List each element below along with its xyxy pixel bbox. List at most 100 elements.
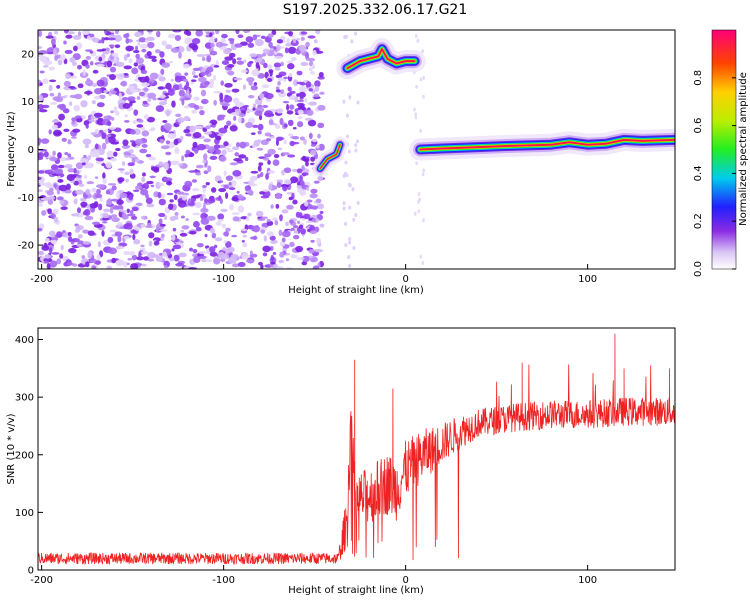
noise-speck	[283, 167, 292, 174]
noise-speck	[66, 173, 75, 182]
noise-speck	[292, 199, 298, 205]
noise-speck	[226, 120, 232, 126]
noise-speck	[102, 208, 111, 213]
noise-speck	[415, 84, 418, 89]
noise-speck	[63, 30, 69, 34]
noise-speck	[279, 214, 283, 222]
noise-speck	[270, 261, 276, 265]
noise-speck	[158, 182, 165, 187]
noise-speck	[67, 31, 75, 35]
noise-speck	[115, 259, 125, 267]
noise-speck	[309, 150, 317, 156]
noise-speck	[255, 62, 260, 69]
noise-speck	[82, 138, 92, 145]
noise-speck	[260, 195, 270, 199]
noise-speck	[306, 199, 313, 203]
noise-speck	[180, 135, 184, 140]
noise-speck	[130, 263, 139, 269]
noise-speck	[56, 85, 61, 89]
noise-speck	[80, 100, 88, 108]
noise-speck	[123, 65, 133, 70]
noise-speck	[210, 187, 217, 193]
noise-speck	[165, 110, 171, 117]
noise-speck	[85, 55, 92, 60]
noise-speck	[184, 37, 194, 45]
noise-speck	[263, 62, 268, 69]
noise-speck	[257, 165, 262, 172]
noise-speck	[310, 188, 318, 194]
noise-speck	[159, 94, 166, 99]
noise-speck	[277, 77, 284, 82]
noise-speck	[141, 130, 150, 137]
noise-speck	[89, 61, 94, 66]
noise-speck	[161, 40, 168, 46]
noise-speck	[252, 235, 258, 241]
noise-speck	[167, 133, 177, 139]
noise-speck	[225, 175, 234, 181]
noise-speck	[287, 86, 292, 92]
noise-speck	[215, 60, 219, 67]
track-lower-left-blob	[319, 144, 341, 169]
noise-speck	[147, 92, 157, 99]
noise-speck	[169, 199, 174, 203]
noise-speck	[54, 168, 64, 175]
noise-speck	[165, 140, 171, 145]
noise-speck	[314, 85, 320, 92]
noise-speck	[249, 250, 253, 256]
noise-speck	[42, 65, 49, 68]
noise-speck	[130, 140, 135, 143]
noise-speck	[228, 181, 232, 186]
noise-speck	[180, 215, 185, 219]
noise-speck	[344, 160, 348, 165]
noise-speck	[195, 30, 203, 37]
noise-speck	[264, 110, 273, 118]
noise-speck	[232, 263, 240, 268]
noise-speck	[91, 99, 97, 105]
noise-speck	[65, 183, 71, 190]
noise-speck	[58, 184, 68, 192]
noise-speck	[106, 150, 115, 158]
noise-speck	[71, 213, 80, 217]
noise-speck	[213, 65, 220, 68]
noise-speck	[124, 222, 133, 230]
noise-speck	[140, 244, 145, 248]
noise-speck	[208, 30, 213, 33]
noise-speck	[342, 201, 346, 206]
noise-speck	[165, 125, 172, 132]
noise-speck	[243, 104, 249, 108]
noise-speck	[47, 208, 53, 215]
noise-speck	[200, 217, 210, 225]
noise-speck	[162, 119, 168, 123]
noise-speck	[318, 143, 325, 151]
noise-speck	[227, 149, 234, 153]
noise-speck	[175, 113, 182, 118]
noise-speck	[352, 217, 356, 222]
noise-speck	[297, 109, 304, 115]
noise-speck	[265, 173, 269, 180]
noise-speck	[300, 36, 305, 41]
noise-speckle-layer	[38, 30, 426, 269]
noise-speck	[145, 225, 153, 228]
noise-speck	[69, 94, 77, 99]
colorbar-gradient	[711, 29, 737, 270]
noise-speck	[119, 192, 128, 199]
noise-speck	[131, 206, 139, 212]
noise-speck	[220, 208, 228, 213]
noise-speck	[101, 133, 107, 140]
noise-speck	[316, 237, 321, 245]
noise-speck	[127, 162, 135, 167]
noise-speck	[254, 98, 263, 105]
noise-speck	[113, 205, 119, 210]
noise-speck	[158, 229, 168, 232]
noise-speck	[46, 262, 51, 269]
noise-speck	[316, 203, 325, 210]
noise-speck	[46, 190, 54, 196]
noise-speck	[108, 130, 112, 134]
noise-speck	[135, 145, 140, 149]
noise-speck	[273, 62, 282, 68]
noise-speck	[183, 129, 191, 134]
noise-speck	[133, 109, 139, 116]
noise-speck	[110, 157, 117, 162]
noise-speck	[162, 161, 169, 169]
noise-speck	[53, 48, 57, 56]
